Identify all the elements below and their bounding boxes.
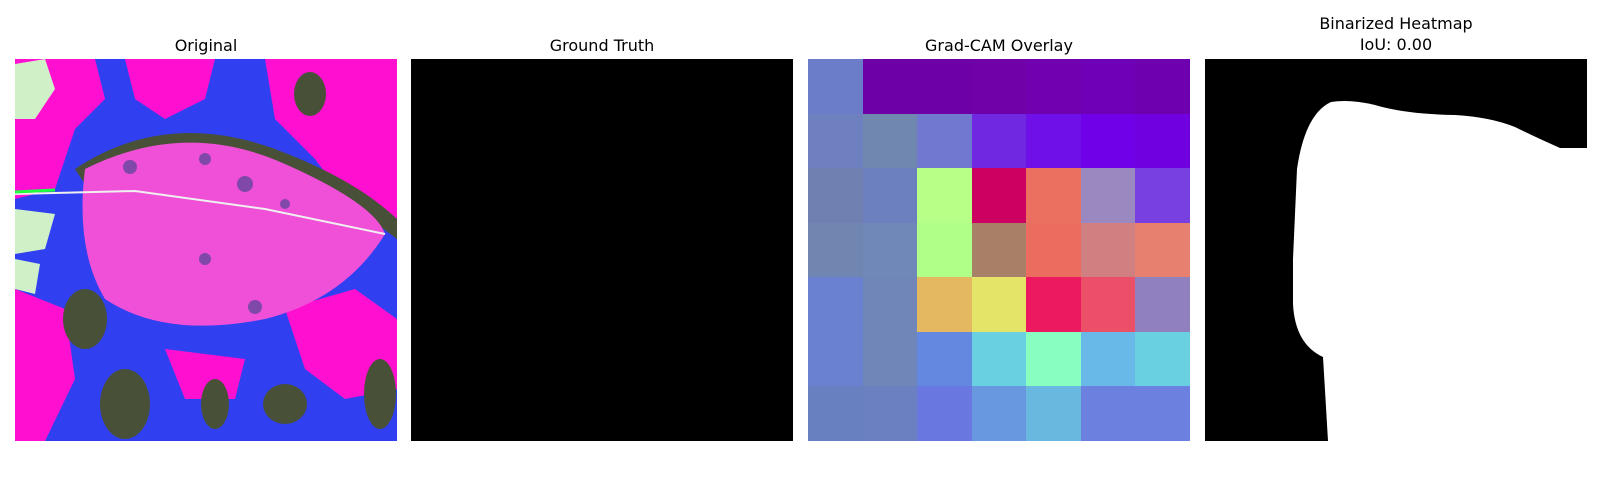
gradcam-cell bbox=[1026, 113, 1081, 169]
gradcam-cell bbox=[1080, 331, 1136, 387]
heatmap-active-region bbox=[1293, 101, 1587, 441]
gradcam-cell bbox=[862, 386, 918, 441]
gradcam-cell bbox=[971, 386, 1027, 441]
gradcam-cell bbox=[971, 222, 1027, 278]
gradcam-cell bbox=[1026, 222, 1081, 278]
gradcam-cell bbox=[971, 113, 1027, 169]
original-title: Original bbox=[174, 36, 238, 55]
gradcam-cell bbox=[971, 59, 1027, 114]
gradcam-cell bbox=[808, 386, 863, 441]
gradcam-cell bbox=[1026, 59, 1081, 114]
binarized-heatmap-canvas bbox=[1205, 59, 1587, 441]
gradcam-cell bbox=[1135, 277, 1190, 332]
gradcam-cell bbox=[808, 59, 863, 114]
gradcam-cell bbox=[1135, 331, 1190, 387]
gradcam-grid bbox=[808, 59, 1190, 441]
gradcam-cell bbox=[862, 277, 918, 332]
iou-score-label: IoU: 0.00 bbox=[1359, 35, 1433, 54]
gradcam-cell bbox=[917, 113, 972, 169]
binarized-heatmap-heading: Binarized Heatmap bbox=[1319, 14, 1473, 33]
binarized-heatmap-title: Binarized Heatmap IoU: 0.00 bbox=[1205, 13, 1587, 55]
gradcam-cell bbox=[862, 168, 918, 223]
gradcam-cell bbox=[1135, 222, 1190, 278]
gradcam-cell bbox=[862, 331, 918, 387]
gradcam-cell bbox=[808, 277, 863, 332]
gradcam-cell bbox=[808, 222, 863, 278]
gradcam-cell bbox=[917, 331, 972, 387]
gradcam-cell bbox=[1080, 168, 1136, 223]
gradcam-cell bbox=[1080, 59, 1136, 114]
gradcam-cell bbox=[1026, 277, 1081, 332]
gradcam-cell bbox=[917, 277, 972, 332]
gradcam-cell bbox=[1026, 168, 1081, 223]
gradcam-cell bbox=[917, 386, 972, 441]
gradcam-cell bbox=[1080, 113, 1136, 169]
gradcam-cell bbox=[1026, 331, 1081, 387]
original-image-canvas bbox=[15, 59, 397, 441]
gradcam-cell bbox=[1135, 113, 1190, 169]
gradcam-cell bbox=[971, 277, 1027, 332]
gradcam-cell bbox=[971, 168, 1027, 223]
gradcam-cell bbox=[1080, 386, 1136, 441]
gradcam-overlay bbox=[808, 59, 1190, 441]
gradcam-cell bbox=[1080, 277, 1136, 332]
binarized-heatmap bbox=[1205, 59, 1587, 441]
gradcam-cell bbox=[862, 222, 918, 278]
gradcam-cell bbox=[1135, 59, 1190, 114]
gradcam-cell bbox=[917, 59, 972, 114]
gradcam-cell bbox=[808, 113, 863, 169]
gradcam-cell bbox=[808, 331, 863, 387]
gradcam-cell bbox=[808, 168, 863, 223]
gradcam-cell bbox=[1135, 168, 1190, 223]
original-image bbox=[15, 59, 397, 441]
ground-truth-mask bbox=[411, 59, 793, 441]
gradcam-cell bbox=[1135, 386, 1190, 441]
gradcam-cell bbox=[971, 331, 1027, 387]
gradcam-cell bbox=[1080, 222, 1136, 278]
gradcam-cell bbox=[862, 113, 918, 169]
gradcam-cell bbox=[917, 222, 972, 278]
ground-truth-title: Ground Truth bbox=[549, 36, 655, 55]
gradcam-cell bbox=[917, 168, 972, 223]
gradcam-cell bbox=[1026, 386, 1081, 441]
gradcam-cell bbox=[862, 59, 918, 114]
gradcam-overlay-title: Grad-CAM Overlay bbox=[925, 36, 1073, 55]
